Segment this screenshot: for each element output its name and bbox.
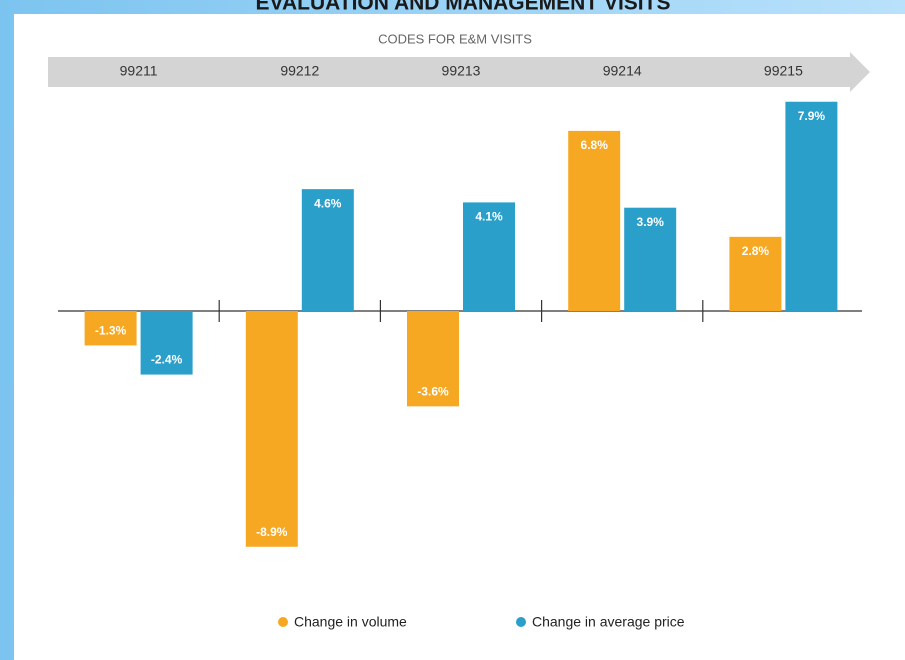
bar	[624, 207, 677, 311]
category-arrow	[48, 52, 870, 92]
value-label: -2.4%	[151, 353, 183, 367]
legend-marker	[516, 617, 526, 627]
value-label: 4.6%	[314, 196, 342, 210]
category-label: 99214	[603, 63, 642, 79]
category-label: 99215	[764, 63, 803, 79]
bar	[463, 202, 515, 311]
category-label: 99211	[120, 63, 158, 79]
bar	[729, 236, 782, 311]
value-label: 6.8%	[581, 138, 609, 152]
value-label: 2.8%	[742, 244, 770, 258]
bar	[140, 311, 193, 375]
value-label: 7.9%	[798, 109, 826, 123]
chart-subtitle: CODES FOR E&M VISITS	[378, 31, 532, 46]
bar	[84, 311, 137, 346]
legend-label: Change in volume	[294, 614, 407, 630]
legend-marker	[278, 617, 288, 627]
bar	[301, 189, 354, 311]
value-label: 4.1%	[475, 210, 503, 224]
value-label: -1.3%	[95, 324, 127, 338]
bar	[568, 130, 621, 311]
bar	[785, 101, 838, 311]
bar	[407, 311, 459, 407]
value-label: 3.9%	[637, 215, 665, 229]
category-label: 99212	[280, 63, 319, 79]
legend-label: Change in average price	[532, 614, 685, 630]
category-label: 99213	[442, 63, 481, 79]
bar	[245, 311, 298, 547]
value-label: -8.9%	[256, 525, 288, 539]
value-label: -3.6%	[417, 385, 449, 399]
chart-title: EVALUATION AND MANAGEMENT VISITS	[256, 0, 671, 15]
